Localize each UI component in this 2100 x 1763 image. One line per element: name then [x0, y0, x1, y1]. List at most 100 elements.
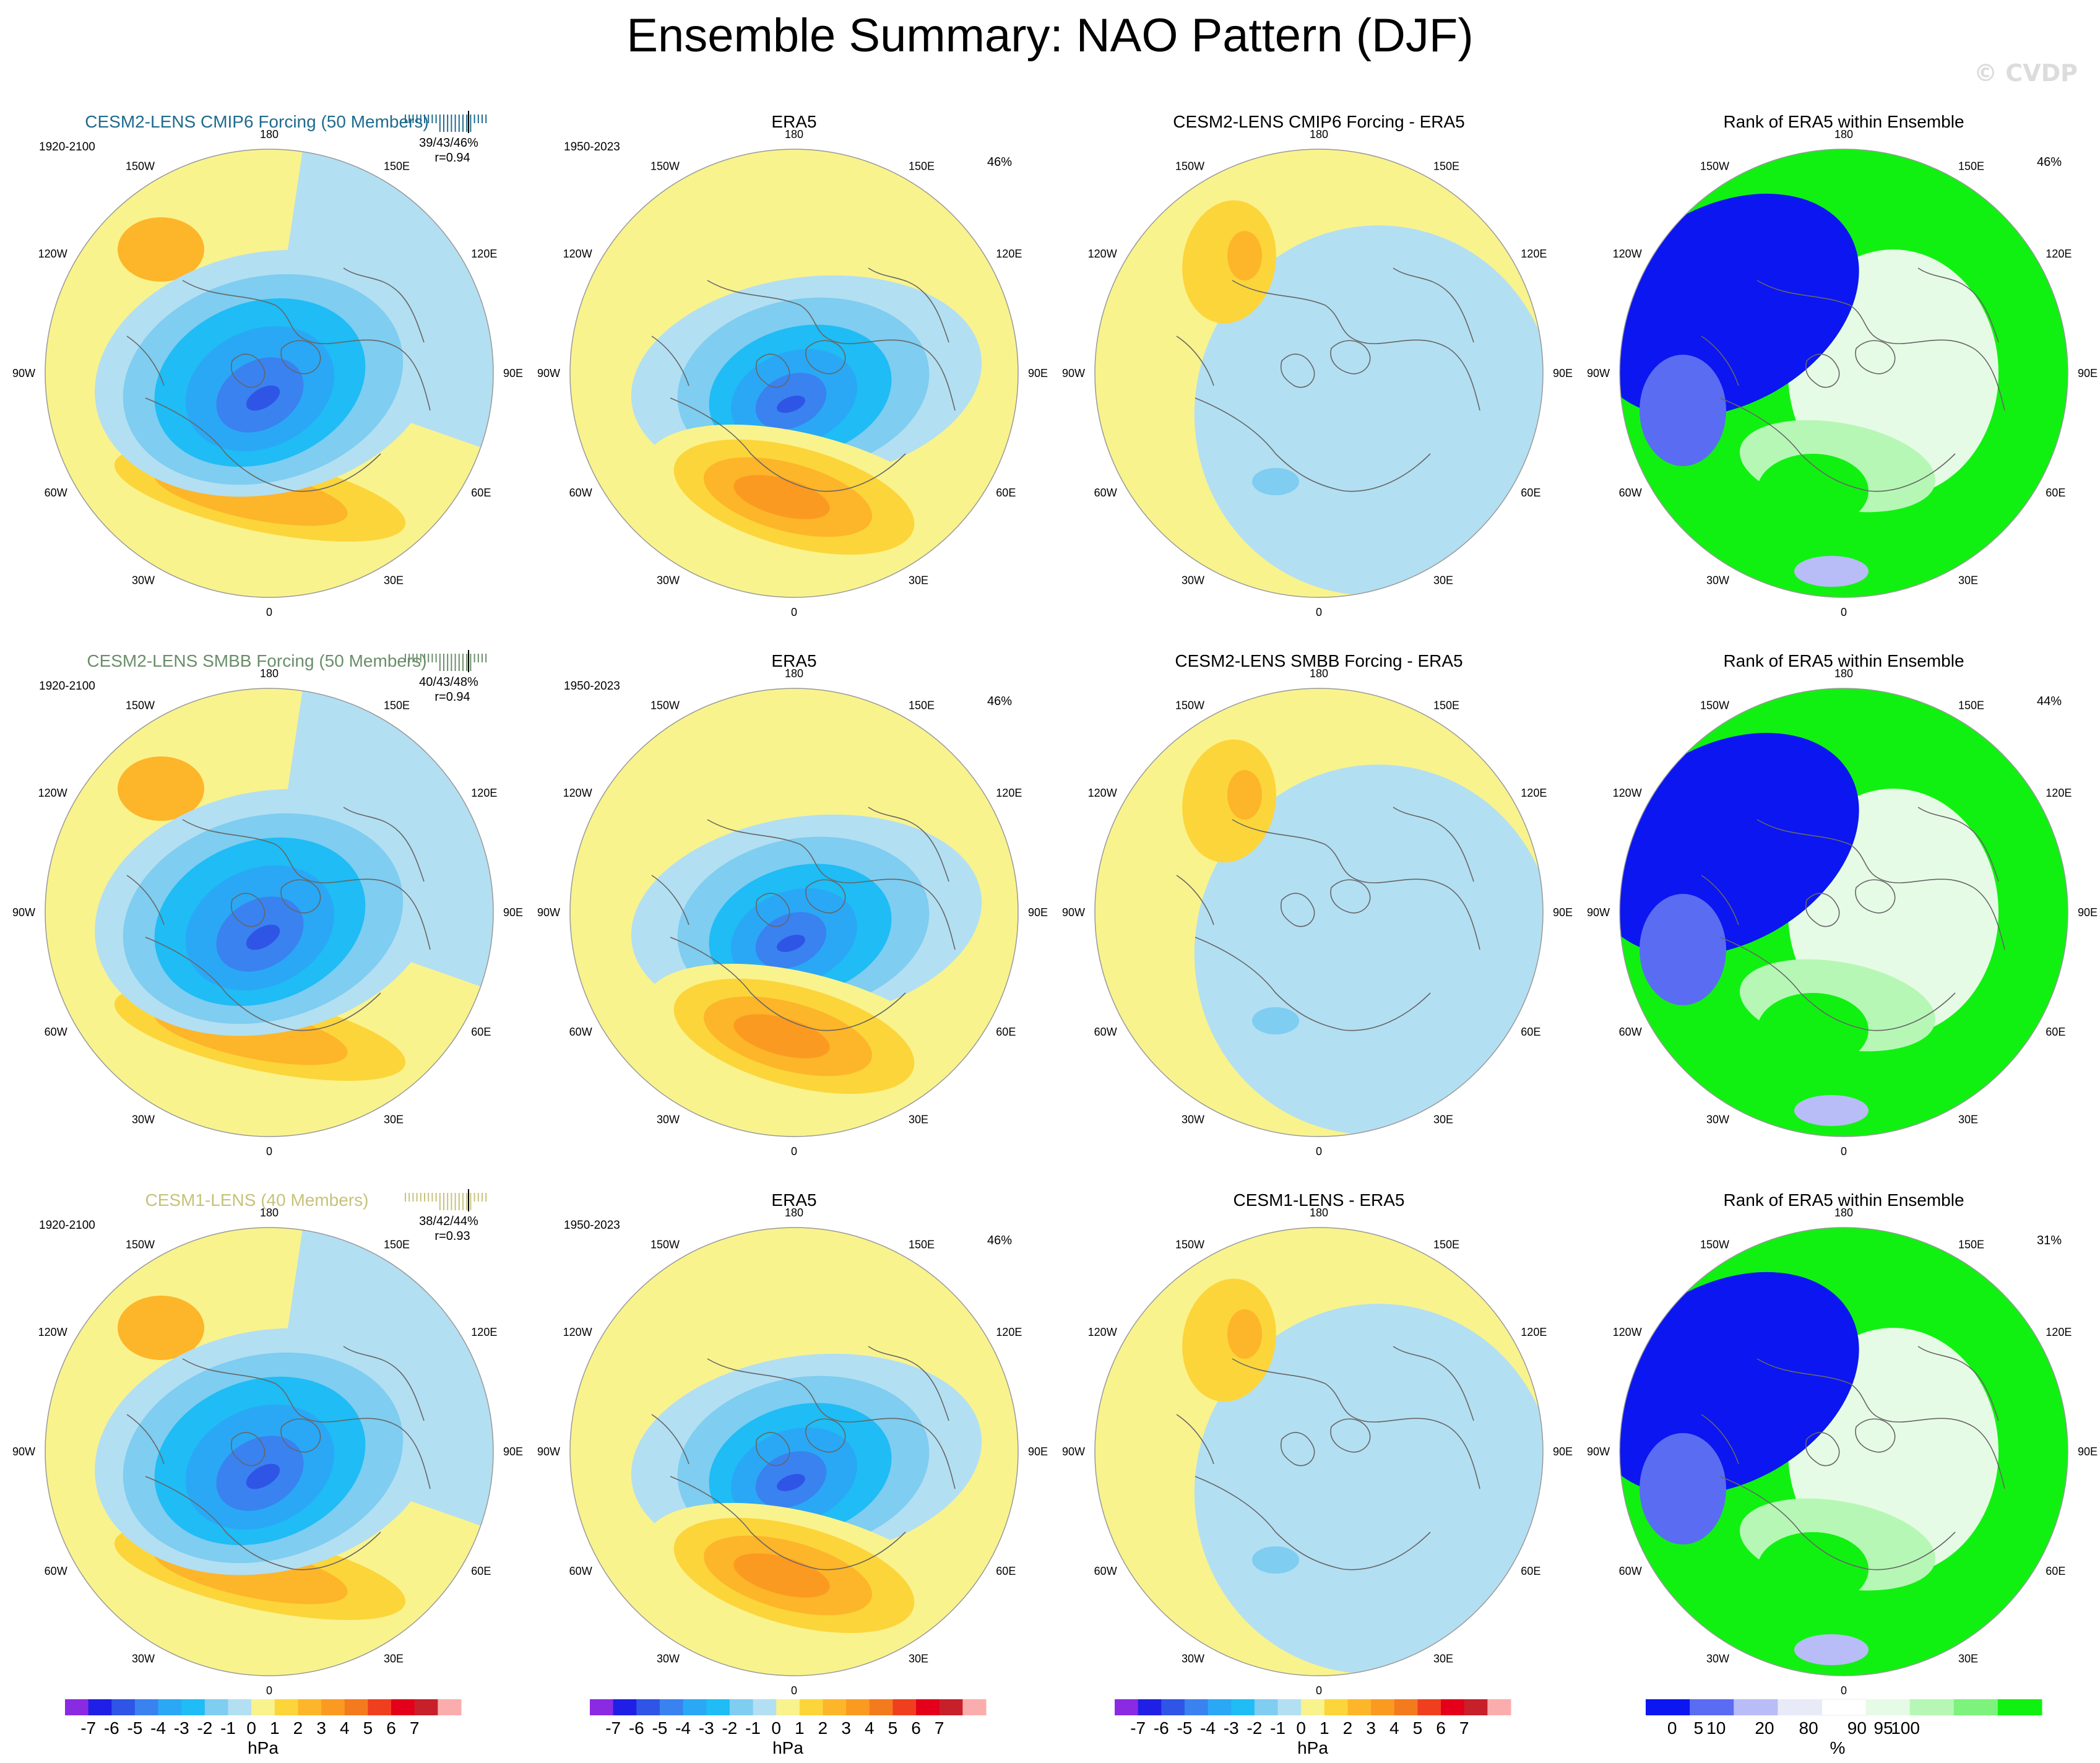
- colorbar-swatch: [1301, 1699, 1325, 1715]
- map-panel: 180 150E 120E 90E 60E 30E 0 30W 60W 90W 120W 150W CE…: [1062, 651, 1573, 1158]
- colorbar-tick: -3: [174, 1718, 189, 1738]
- contour-region: [118, 756, 204, 821]
- coastline: [707, 819, 956, 950]
- longitude-label: 90E: [2078, 906, 2098, 919]
- contour-region: [1640, 894, 1726, 1005]
- coastline: [868, 267, 949, 343]
- colorbar-tick: -1: [745, 1718, 761, 1738]
- coastline: [1805, 353, 1840, 388]
- colorbar-tick: -7: [80, 1718, 96, 1738]
- map-border: [569, 688, 1019, 1137]
- colorbar-tick: 7: [1459, 1718, 1469, 1738]
- longitude-label: 60W: [569, 1026, 592, 1038]
- contour-region: [1794, 556, 1869, 587]
- longitude-label: 120E: [996, 787, 1022, 799]
- colorbar-tick: 0: [246, 1718, 256, 1738]
- contour-region: [1252, 1007, 1299, 1034]
- colorbar-swatch: [88, 1699, 112, 1715]
- colorbar-unit: hPa: [248, 1738, 279, 1757]
- colorbar-tick: 2: [1343, 1718, 1353, 1738]
- coastline: [1232, 1358, 1480, 1489]
- panel-title: CESM2-LENS SMBB Forcing - ERA5: [1175, 651, 1463, 670]
- colorbar-tick: 3: [316, 1718, 326, 1738]
- colorbar-swatch: [1997, 1699, 2042, 1715]
- longitude-label: 0: [1841, 1145, 1847, 1158]
- colorbar-swatch: [1277, 1699, 1302, 1715]
- map-panel: 180 150E 120E 90E 60E 30E 0 30W 60W 90W 120W 150W ER…: [537, 112, 1048, 618]
- longitude-label: 30W: [132, 1652, 155, 1665]
- longitude-label: 90W: [537, 906, 560, 919]
- longitude-label: 120W: [1088, 248, 1117, 260]
- longitude-label: 90E: [503, 367, 523, 379]
- longitude-label: 30W: [1706, 1113, 1729, 1125]
- longitude-label: 90E: [2078, 367, 2098, 379]
- map-panel: 180 150E 120E 90E 60E 30E 0 30W 60W 90W 120W 150W CE…: [1062, 112, 1573, 618]
- coastline: [1330, 340, 1371, 375]
- longitude-label: 60E: [2046, 487, 2065, 499]
- longitude-label: 150W: [1175, 1239, 1204, 1251]
- coastline: [1756, 819, 2005, 950]
- colorbar-tick: 0: [771, 1718, 781, 1738]
- ensemble-stats: 40/43/48%: [419, 675, 478, 689]
- map-border: [45, 1227, 494, 1676]
- pattern-correlation: r=0.94: [434, 151, 470, 165]
- colorbar-swatch: [1115, 1699, 1139, 1715]
- map-field: [1095, 1228, 1543, 1676]
- coastline: [280, 340, 321, 375]
- colorbar-tick: -6: [629, 1718, 644, 1738]
- map-panel: 180 150E 120E 90E 60E 30E 0 30W 60W 90W 120W 150W Ra…: [1587, 651, 2098, 1158]
- map-field: [1095, 688, 1543, 1137]
- colorbar-tick: 4: [340, 1718, 350, 1738]
- coastline: [126, 1414, 165, 1465]
- panel-title: CESM1-LENS - ERA5: [1234, 1190, 1405, 1210]
- coastline: [1330, 1418, 1371, 1453]
- coastline: [1756, 280, 2005, 411]
- contour-region: [1757, 993, 1869, 1067]
- coastline: [1917, 1346, 1999, 1421]
- colorbar-tick: 3: [841, 1718, 851, 1738]
- coastline: [182, 819, 431, 950]
- colorbar-tick: 5: [363, 1718, 373, 1738]
- longitude-label: 180: [1834, 667, 1853, 680]
- map-panel: 180 150E 120E 90E 60E 30E 0 30W 60W 90W 120W 150W CE…: [12, 650, 523, 1158]
- longitude-label: 60E: [1521, 1026, 1540, 1038]
- longitude-label: 60W: [45, 487, 67, 499]
- coastline: [805, 1418, 846, 1453]
- coastline: [670, 1476, 906, 1570]
- colorbar-swatch: [1394, 1699, 1418, 1715]
- colorbar-tick: 2: [818, 1718, 828, 1738]
- coastline: [756, 893, 790, 927]
- colorbar-tick: 6: [386, 1718, 396, 1738]
- longitude-label: 120W: [563, 787, 592, 799]
- colorbar-swatch: [869, 1699, 893, 1715]
- map-border: [1619, 688, 2068, 1137]
- coastline: [805, 879, 846, 914]
- longitude-label: 30W: [132, 574, 155, 586]
- colorbar-tick: 6: [1436, 1718, 1446, 1738]
- longitude-label: 90W: [537, 1445, 560, 1458]
- colorbar-swatch: [962, 1699, 987, 1715]
- colorbar-swatch: [799, 1699, 823, 1715]
- map-border: [1619, 149, 2068, 598]
- longitude-label: 90W: [1587, 367, 1610, 379]
- longitude-label: 120W: [1613, 787, 1642, 799]
- coastline: [145, 397, 381, 492]
- map-panel: 180 150E 120E 90E 60E 30E 0 30W 60W 90W 120W 150W ER…: [537, 651, 1048, 1158]
- colorbar-swatch: [251, 1699, 275, 1715]
- coastline: [1701, 875, 1739, 925]
- contour-region: [246, 385, 280, 411]
- panel-title: CESM1-LENS (40 Members): [145, 1190, 369, 1210]
- colorbar-tick: 80: [1799, 1718, 1818, 1738]
- colorbar-tick: -3: [1224, 1718, 1239, 1738]
- longitude-label: 0: [266, 1684, 272, 1697]
- coastline: [1805, 893, 1840, 927]
- contour-region: [246, 924, 280, 950]
- longitude-label: 60W: [45, 1565, 67, 1577]
- colorbar-swatch: [181, 1699, 205, 1715]
- panel-title: ERA5: [771, 112, 816, 131]
- map-border: [1094, 149, 1544, 598]
- colorbar-tick: -6: [104, 1718, 119, 1738]
- colorbar-tick: -4: [150, 1718, 166, 1738]
